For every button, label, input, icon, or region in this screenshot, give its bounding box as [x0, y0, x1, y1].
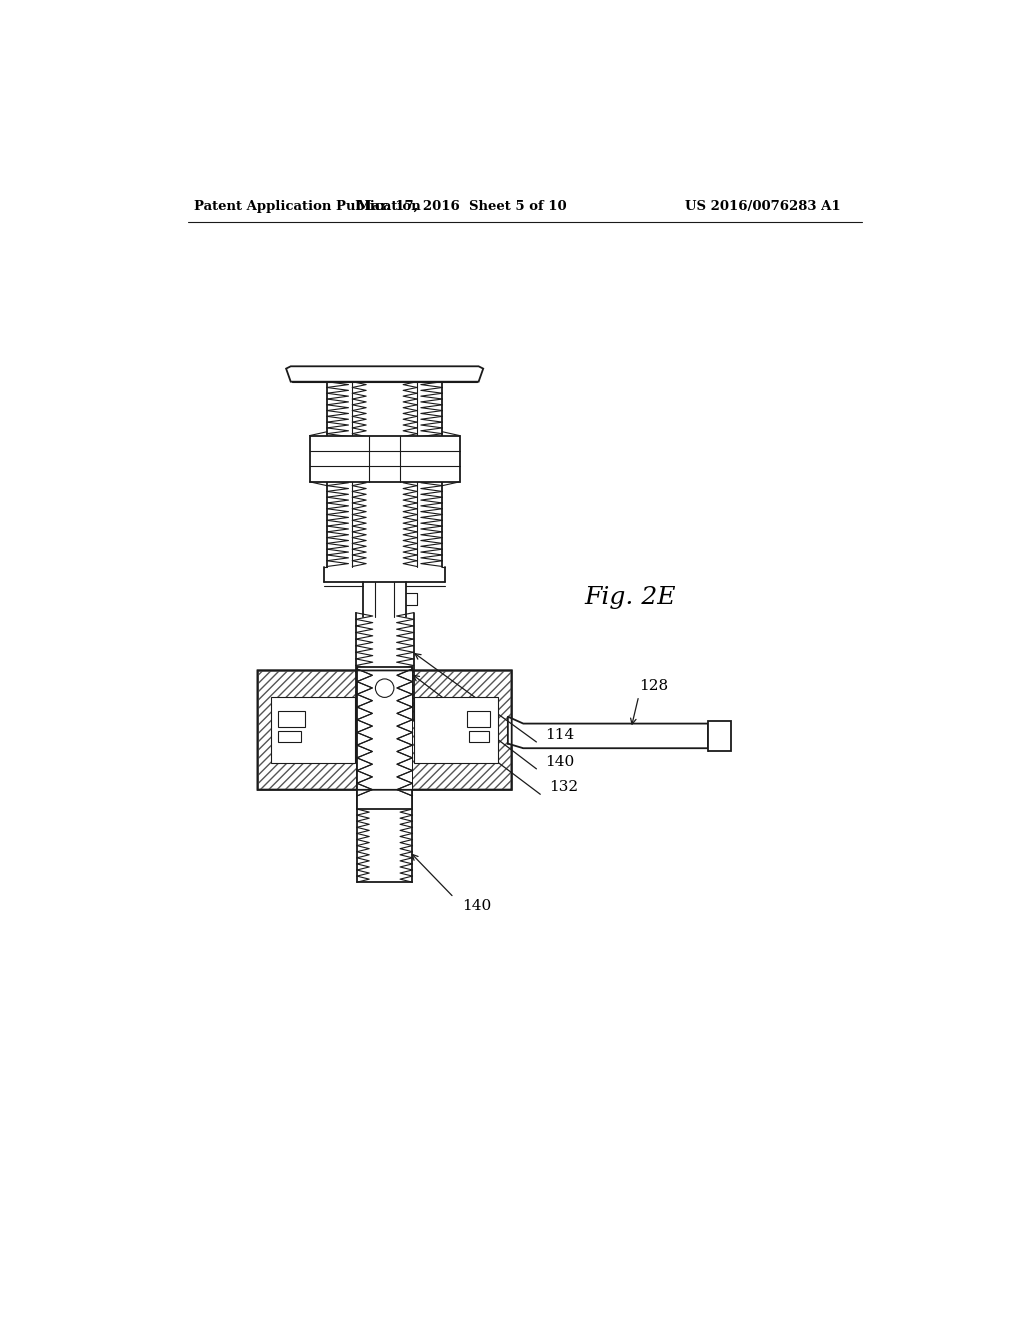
Text: Patent Application Publication: Patent Application Publication — [194, 199, 421, 213]
Text: US 2016/0076283 A1: US 2016/0076283 A1 — [685, 199, 841, 213]
Bar — [271, 697, 355, 763]
Circle shape — [376, 678, 394, 697]
Bar — [278, 711, 304, 726]
Text: 114: 114 — [545, 729, 574, 742]
Bar — [708, 721, 731, 751]
Text: 128: 128 — [639, 678, 668, 693]
Bar — [278, 730, 301, 742]
Bar — [467, 711, 490, 726]
Bar — [357, 667, 413, 809]
Bar — [414, 697, 498, 763]
Text: 140: 140 — [545, 755, 574, 770]
Polygon shape — [309, 436, 460, 482]
Text: 140: 140 — [462, 899, 490, 913]
Text: Fig. 2E: Fig. 2E — [585, 586, 677, 609]
Text: 132: 132 — [549, 780, 578, 795]
Polygon shape — [286, 367, 483, 381]
Bar — [357, 671, 412, 789]
Text: Mar. 17, 2016  Sheet 5 of 10: Mar. 17, 2016 Sheet 5 of 10 — [356, 199, 566, 213]
Polygon shape — [508, 717, 708, 748]
Bar — [469, 730, 488, 742]
FancyBboxPatch shape — [258, 671, 512, 789]
